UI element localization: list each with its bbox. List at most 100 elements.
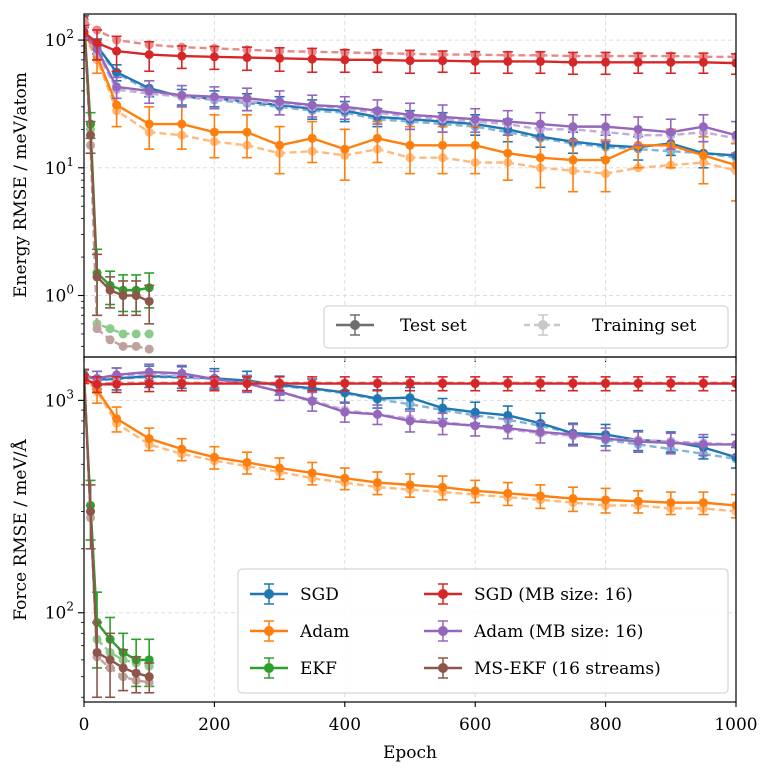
series-sgd-mb-size-16--test: [84, 373, 736, 394]
legend-training-set-label: Training set: [592, 316, 696, 336]
data-point: [144, 329, 154, 339]
legend-sgd: SGD: [250, 583, 339, 605]
data-point: [470, 407, 480, 417]
data-point: [535, 427, 545, 437]
data-point: [275, 97, 285, 107]
data-point: [731, 160, 736, 170]
data-point: [112, 379, 122, 389]
data-point: [438, 482, 448, 492]
data-point: [601, 379, 611, 389]
data-point: [105, 335, 115, 345]
data-point: [307, 133, 317, 143]
data-point: [86, 130, 96, 140]
set-legend-box: [323, 305, 729, 349]
series-ms-ekf-16-streams--test: [84, 14, 155, 325]
series-line: [84, 31, 736, 65]
data-point: [177, 90, 187, 100]
data-point: [698, 439, 708, 449]
data-point: [86, 506, 96, 516]
data-point: [438, 403, 448, 413]
data-point: [405, 416, 415, 426]
data-point: [503, 410, 513, 420]
data-point: [470, 379, 480, 389]
legend-label: SGD: [300, 585, 339, 605]
y-tick-label: 103: [45, 387, 74, 411]
data-point: [568, 155, 578, 165]
series-adam-test: [84, 369, 736, 519]
series-line: [84, 31, 736, 137]
legend-adam-mb-size-16: Adam (MB size: 16): [424, 620, 643, 642]
legend-sgd-mb-size-16: SGD (MB size: 16): [424, 583, 633, 605]
data-point: [438, 56, 448, 66]
data-point: [438, 112, 448, 122]
data-point: [568, 430, 578, 440]
data-point: [503, 56, 513, 66]
data-point: [275, 387, 285, 397]
data-point: [438, 140, 448, 150]
data-point: [535, 379, 545, 389]
series-adam-mb-size-16--test: [84, 363, 736, 457]
x-axis-ticks: 0 200 400 600 800 1000: [79, 715, 758, 735]
data-point: [144, 119, 154, 129]
data-point: [307, 379, 317, 389]
data-point: [601, 434, 611, 444]
data-point: [405, 393, 415, 403]
data-point: [666, 379, 676, 389]
data-point: [405, 56, 415, 66]
legend-adam: Adam: [250, 620, 349, 642]
data-point: [568, 122, 578, 132]
data-point: [438, 379, 448, 389]
x-tick-label: 600: [459, 715, 491, 735]
energy-y-axis-label: Energy RMSE / meV/atom: [11, 72, 31, 298]
force-panel: 102 103 Force RMSE / meV/Å SGD Adam EKF SGD …: [10, 356, 737, 707]
data-point: [144, 86, 154, 96]
series-line: [84, 374, 736, 459]
energy-series: [84, 14, 736, 354]
data-point: [601, 57, 611, 67]
data-point: [405, 379, 415, 389]
series-line: [84, 375, 736, 513]
data-point: [601, 122, 611, 132]
x-tick-label: 1000: [714, 715, 757, 735]
data-point: [242, 127, 252, 137]
data-point: [144, 434, 154, 444]
data-point: [372, 55, 382, 65]
data-point: [275, 379, 285, 389]
data-point: [731, 130, 736, 140]
data-point: [535, 56, 545, 66]
data-point: [666, 498, 676, 508]
data-point: [144, 379, 154, 389]
series-line: [84, 374, 736, 507]
data-point: [144, 344, 154, 354]
data-point: [372, 478, 382, 488]
data-point: [372, 409, 382, 419]
data-point: [633, 57, 643, 67]
data-point: [340, 144, 350, 154]
legend-label: MS-EKF (16 streams): [474, 659, 661, 679]
data-point: [105, 655, 115, 665]
data-point: [340, 55, 350, 65]
data-point: [535, 119, 545, 129]
legend-label: EKF: [300, 659, 337, 679]
data-point: [731, 58, 736, 68]
data-point: [144, 367, 154, 377]
series-line: [84, 370, 736, 446]
data-point: [601, 495, 611, 505]
x-tick-label: 800: [589, 715, 621, 735]
data-point: [242, 379, 252, 389]
data-point: [92, 272, 102, 282]
data-point: [340, 473, 350, 483]
data-point: [601, 155, 611, 165]
data-point: [340, 102, 350, 112]
legend-marker: [264, 626, 274, 636]
data-point: [275, 53, 285, 63]
data-point: [340, 379, 350, 389]
data-point: [275, 463, 285, 473]
data-point: [92, 379, 102, 389]
data-point: [209, 127, 219, 137]
data-point: [503, 379, 513, 389]
legend-ms-ekf-16-streams: MS-EKF (16 streams): [424, 657, 661, 679]
data-point: [535, 491, 545, 501]
legend-ekf: EKF: [250, 657, 337, 679]
data-point: [666, 57, 676, 67]
